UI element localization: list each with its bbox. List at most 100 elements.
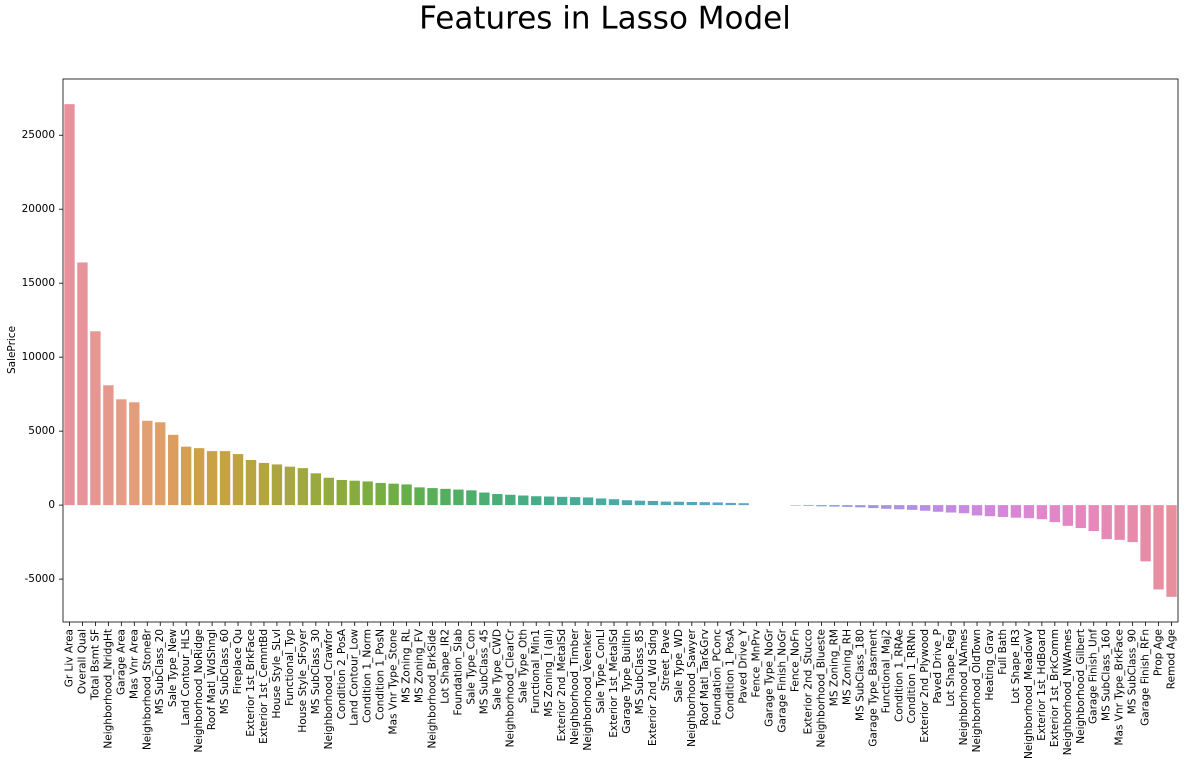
x-tick-label: Street_Pave: [660, 629, 672, 691]
x-tick-label: Functional_Maj2: [880, 629, 892, 713]
bar: [621, 500, 633, 506]
bar: [479, 492, 490, 506]
x-tick-label: Condition 1_RRNn: [906, 629, 918, 723]
bar: [1088, 505, 1099, 532]
bar: [1062, 505, 1073, 526]
bar: [660, 501, 672, 506]
bar: [984, 505, 996, 517]
x-tick-label: Neighborhood_Veenker: [582, 628, 594, 750]
bar: [907, 505, 918, 510]
x-tick-label: Sale Type_New: [167, 629, 179, 707]
x-tick-label: MS Zoning_RH: [841, 629, 853, 705]
x-tick-label: Mas Vnr Type_Stone: [388, 629, 400, 734]
x-tick-label: MS SubClass_45: [478, 629, 490, 714]
bar: [919, 505, 931, 511]
x-tick-label: Sale Type_ConLI: [595, 629, 607, 714]
x-tick-label: Condition 2_PosA: [336, 628, 348, 719]
bar: [595, 498, 607, 506]
x-tick-label: Gr Liv Area: [63, 629, 75, 687]
x-tick-label: MS SubClass_160: [1101, 629, 1113, 721]
bar: [219, 451, 231, 506]
bar: [673, 501, 685, 506]
x-tick-label: Garage Type_NoGr: [764, 628, 776, 727]
x-tick-label: MS Zoning_FV: [414, 628, 426, 703]
bar: [375, 482, 386, 506]
bar: [77, 262, 88, 506]
bar: [258, 462, 270, 506]
x-tick-label: Mas Vnr Type_BrkFace: [1114, 629, 1126, 746]
x-tick-label: Foundation_Slab: [452, 629, 464, 716]
bar: [842, 505, 853, 507]
bar: [556, 496, 568, 506]
bar: [90, 331, 101, 506]
x-tick-label: Paved Drive_P: [932, 629, 944, 704]
x-tick-label: Garage Finish_RFn: [1140, 629, 1152, 726]
x-tick-label: House Style_SLvl: [271, 629, 283, 719]
x-tick-label: Garage Finish_NoGr: [777, 628, 789, 732]
y-tick-label: 5000: [28, 425, 55, 437]
bar: [232, 454, 244, 506]
x-tick-label: Fence_MnPrv: [751, 629, 763, 697]
bar: [803, 505, 814, 506]
x-tick-label: Roof Matl_WdShngl: [206, 629, 218, 730]
x-tick-label: Roof Matl_Tar&Grv: [699, 629, 711, 726]
x-tick-label: Exterior 1st_CemntBd: [258, 629, 270, 744]
x-tick-label: Neighborhood_NoRidge: [193, 629, 205, 752]
bar: [103, 385, 114, 506]
x-tick-label: Remod Age: [1166, 629, 1178, 689]
bar: [336, 479, 347, 506]
bar: [310, 473, 322, 506]
x-tick-label: Sale Type_Oth: [517, 629, 529, 703]
bar: [569, 497, 581, 506]
bar: [453, 489, 464, 506]
bar: [647, 500, 659, 506]
bar: [738, 503, 749, 506]
bar: [544, 496, 555, 506]
bar: [180, 446, 192, 506]
bar: [1036, 505, 1048, 520]
bar: [245, 459, 257, 506]
x-tick-label: Sale Type_CWD: [491, 629, 503, 710]
x-tick-label: MS Zoning_I (all): [543, 629, 555, 717]
x-tick-label: MS SubClass_30: [310, 629, 322, 714]
x-tick-label: Garage Type_BuiltIn: [621, 629, 633, 734]
bar: [958, 505, 970, 514]
bar: [1114, 505, 1125, 540]
bar: [155, 422, 166, 506]
x-tick-label: Neighborhood_NWAmes: [1062, 629, 1074, 755]
x-tick-label: Exterior 2nd_Wd Sdng: [647, 629, 659, 746]
x-tick-label: MS SubClass_60: [219, 629, 231, 714]
x-tick-label: Condition 1_Norm: [362, 629, 374, 723]
x-tick-label: Garage Type_Basment: [867, 629, 879, 747]
bar: [712, 502, 723, 506]
bar: [505, 494, 516, 506]
bar: [401, 484, 412, 506]
bar: [855, 505, 866, 508]
x-tick-label: MS Zoning_RM: [828, 629, 840, 706]
bar: [945, 505, 957, 513]
x-tick-label: House Style_SFoyer: [297, 628, 309, 732]
x-tick-label: Exterior 2nd_MetalSd: [556, 629, 568, 741]
x-tick-label: Lot Shape_IR2: [439, 629, 451, 704]
x-tick-label: Mas Vnr Area: [128, 629, 140, 699]
x-tick-label: Neighborhood_ClearCr: [504, 628, 516, 747]
x-tick-label: Prop Age: [1153, 629, 1165, 676]
x-tick-label: Neighborhood_Blueste: [815, 629, 827, 747]
x-tick-label: Exterior 1st_HdBoard: [1036, 629, 1048, 741]
bar: [1140, 505, 1151, 562]
bar: [323, 477, 334, 506]
x-tick-label: Exterior 1st_BrkFace: [245, 629, 257, 737]
y-axis-label: SalePrice: [6, 326, 18, 374]
chart-title: Features in Lasso Model: [419, 1, 791, 37]
x-tick-label: Neighborhood_OldTown: [971, 629, 983, 752]
x-tick-label: Exterior 1st_BrkComm: [1049, 629, 1061, 747]
bar: [686, 502, 697, 506]
bar: [388, 483, 399, 506]
bar: [1049, 505, 1061, 523]
x-tick-label: Paved Drive_Y: [738, 628, 750, 703]
bar: [699, 502, 710, 506]
x-tick-label: Functional_Min1: [530, 629, 542, 714]
x-tick-label: Condition 1_PosN: [375, 629, 387, 720]
x-tick-label: Neighborhood_Sawyer: [686, 628, 698, 747]
x-tick-label: Neighborhood_MeadowV: [1023, 628, 1035, 759]
